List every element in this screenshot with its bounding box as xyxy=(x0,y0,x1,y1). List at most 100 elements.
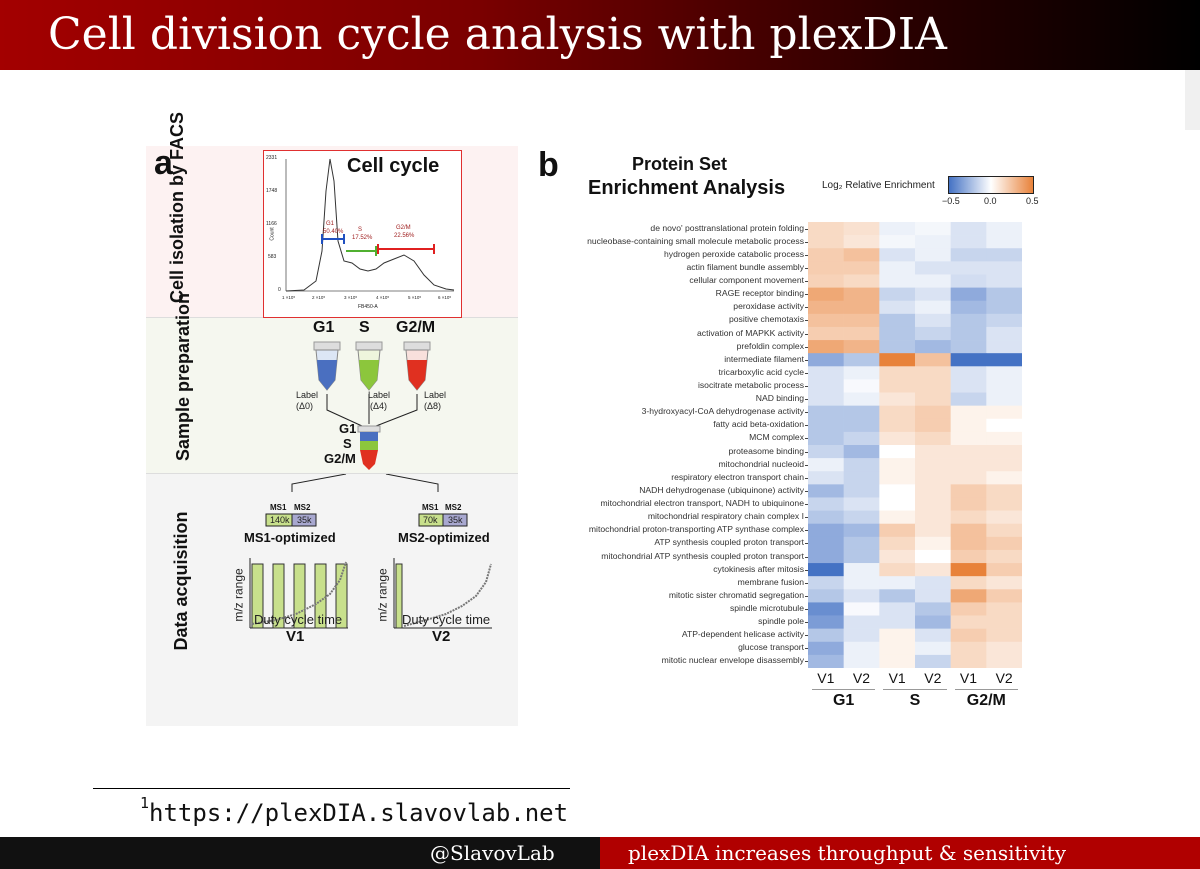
heatmap-cell xyxy=(879,248,916,262)
heatmap-cell xyxy=(950,340,987,354)
heatmap-cell xyxy=(915,431,951,446)
heatmap-cell xyxy=(950,536,987,551)
heatmap-row-tick xyxy=(805,320,808,322)
heatmap-row-label: activation of MAPKK activity xyxy=(697,327,804,338)
heatmap-cell xyxy=(950,615,987,629)
panel-a-letter: a xyxy=(154,144,173,182)
heatmap-row-tick xyxy=(805,254,808,256)
heatmap-row-tick xyxy=(805,635,808,637)
heatmap-cell xyxy=(879,589,916,603)
heatmap-cell xyxy=(986,445,1022,459)
gate-g2m-name: G2/M xyxy=(396,225,411,231)
heatmap-cell xyxy=(950,628,987,643)
heatmap-row-label: cellular component movement xyxy=(689,275,804,286)
heatmap-cell xyxy=(808,641,844,656)
facs-y-tick: 1748 xyxy=(266,188,278,194)
heatmap-row-tick xyxy=(805,333,808,335)
heatmap-cell xyxy=(808,549,844,564)
heatmap-cell xyxy=(986,340,1022,354)
heatmap-cell xyxy=(808,353,844,367)
heatmap-cell xyxy=(843,536,880,551)
heatmap-row-tick xyxy=(805,241,808,243)
v2-name: MS2-optimized xyxy=(398,530,490,545)
pooled-s: S xyxy=(343,436,352,451)
heatmap-cell xyxy=(950,235,987,249)
heatmap-column-label: V1 xyxy=(888,670,906,686)
legend-tick-max: 0.5 xyxy=(1026,196,1039,206)
heatmap-row-tick xyxy=(805,385,808,387)
heatmap-row-tick xyxy=(805,425,808,427)
heatmap-row-tick xyxy=(805,281,808,283)
heatmap-cell xyxy=(950,602,987,616)
heatmap-cell xyxy=(915,549,951,564)
heatmap-cell xyxy=(950,549,987,564)
tube-s xyxy=(355,341,383,391)
heatmap-row-label: respiratory electron transport chain xyxy=(671,471,804,482)
heatmap-row-tick xyxy=(805,307,808,309)
heatmap-cell xyxy=(950,497,987,511)
heatmap-cell xyxy=(843,379,880,393)
heatmap-cell xyxy=(808,313,844,328)
v1-ms1-label: MS1 xyxy=(270,503,287,512)
v2-xlabel: Duty cycle time xyxy=(402,612,491,627)
heatmap-row-tick xyxy=(805,622,808,624)
heatmap-cell xyxy=(950,222,987,236)
heatmap-cell xyxy=(879,576,916,590)
heatmap-cell xyxy=(950,392,987,406)
heatmap-row-tick xyxy=(805,438,808,440)
heatmap-column-labels: V1 V2 V1 V2 V1 V2 G1 S G2/M xyxy=(808,668,1022,718)
heatmap-cell xyxy=(843,471,880,485)
heatmap-cell xyxy=(879,222,916,236)
footnote-marker: 1 xyxy=(140,794,150,812)
heatmap-cell xyxy=(950,471,987,485)
label-g1-delta: (Δ0) xyxy=(296,401,314,411)
heatmap-row-tick xyxy=(805,504,808,506)
heatmap-cell xyxy=(986,418,1022,433)
heatmap-cell xyxy=(950,418,987,433)
label-g2m-delta: (Δ8) xyxy=(424,401,442,411)
heatmap-row-tick xyxy=(805,648,808,650)
heatmap-cell xyxy=(915,497,951,511)
heatmap-cell xyxy=(843,287,880,302)
heatmap-row-tick xyxy=(805,608,808,610)
heatmap-row-label: mitochondrial nucleoid xyxy=(718,458,804,469)
heatmap-group-line xyxy=(954,689,1018,690)
heatmap-row-label: 3-hydroxyacyl-CoA dehydrogenase activity xyxy=(641,406,804,417)
heatmap-cell xyxy=(879,471,916,485)
heatmap-row-label: actin filament bundle assembly xyxy=(686,261,804,272)
facs-y-tick: 1166 xyxy=(266,221,277,227)
heatmap-cell xyxy=(915,536,951,551)
heatmap-cell xyxy=(879,379,916,393)
heatmap-cell xyxy=(986,589,1022,603)
heatmap-cell xyxy=(808,615,844,629)
gate-g2m-pct: 22.56% xyxy=(394,233,415,239)
heatmap-cell xyxy=(879,654,916,668)
heatmap-cell xyxy=(843,235,880,249)
heatmap-cell xyxy=(808,576,844,590)
heatmap-cell xyxy=(843,523,880,538)
heatmap-cell xyxy=(843,274,880,288)
heatmap-row-label: NAD binding xyxy=(755,393,804,404)
v2-ms2-label: MS2 xyxy=(445,503,462,512)
heatmap-cell xyxy=(808,445,844,459)
heatmap-cell xyxy=(950,431,987,446)
facs-x-label: FB450-A xyxy=(358,304,378,310)
facs-plot xyxy=(285,158,455,292)
heatmap-cell xyxy=(808,300,844,315)
facs-x-tick: 4 ×10⁵ xyxy=(376,295,390,300)
heatmap-cell xyxy=(915,366,951,380)
heatmap-cell xyxy=(843,366,880,380)
heatmap-cell xyxy=(879,602,916,616)
heatmap-cell xyxy=(879,392,916,406)
heatmap-row-tick xyxy=(805,412,808,414)
heatmap-cell xyxy=(808,602,844,616)
heatmap-row-label: hydrogen peroxide catabolic process xyxy=(664,248,804,259)
heatmap-row-tick xyxy=(805,569,808,571)
heatmap-cell xyxy=(950,523,987,538)
prep-diagram xyxy=(313,341,431,470)
heatmap-cell xyxy=(808,366,844,380)
footnote-link[interactable]: https://plexDIA.slavovlab.net xyxy=(149,799,569,827)
heatmap-cell xyxy=(808,523,844,538)
heatmap-cell xyxy=(950,576,987,590)
heatmap-cell xyxy=(808,405,844,420)
